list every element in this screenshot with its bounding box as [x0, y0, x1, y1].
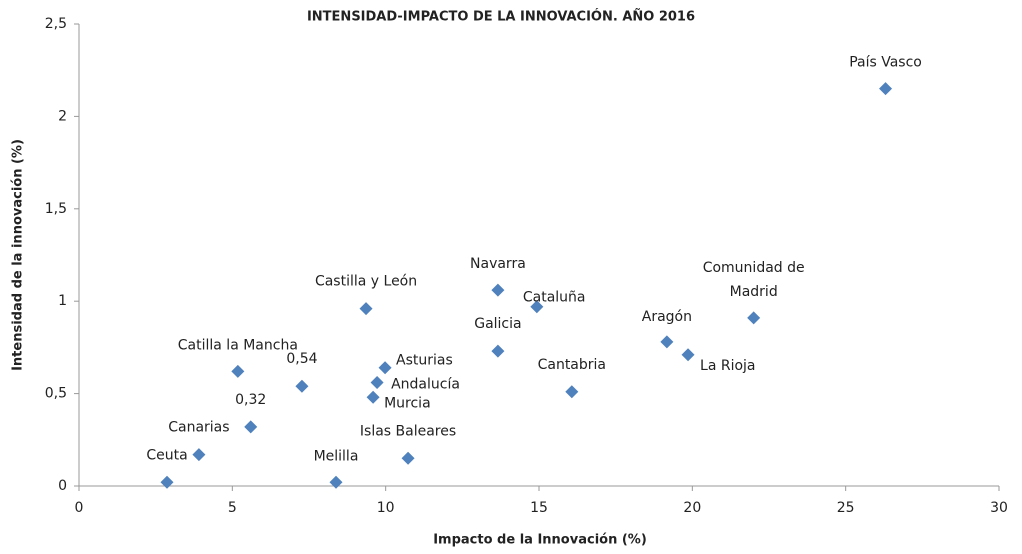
point-label: País Vasco: [849, 55, 922, 71]
point: [747, 311, 761, 325]
x-tick-label: 30: [990, 500, 1008, 516]
point: [401, 451, 415, 465]
y-tick-label: 0: [58, 478, 67, 494]
point-label: Galicia: [474, 316, 521, 332]
point-label: 0,54: [286, 351, 317, 367]
point-label: Aragón: [642, 309, 692, 325]
x-axis-title: Impacto de la Innovación (%): [433, 533, 647, 548]
point: [366, 390, 380, 404]
point-label: Castilla y León: [315, 274, 417, 290]
point: [192, 448, 206, 462]
point: [491, 344, 505, 358]
point-label: Ceuta: [146, 447, 187, 463]
y-tick-label: 1: [58, 293, 67, 309]
y-tick-label: 2: [58, 108, 67, 124]
x-tick-label: 25: [837, 500, 855, 516]
point-label: 0,32: [235, 392, 266, 408]
y-axis-title: Intensidad de la innovación (%): [11, 139, 26, 371]
y-tick-label: 1,5: [45, 201, 67, 217]
point: [378, 361, 392, 375]
point-label: Canarias: [168, 420, 229, 436]
point: [160, 475, 174, 489]
point: [681, 348, 695, 362]
point-label: La Rioja: [700, 358, 755, 374]
y-tick-label: 2,5: [45, 16, 67, 32]
point: [295, 379, 309, 393]
point-label: Melilla: [314, 448, 359, 464]
point-label: Islas Baleares: [360, 423, 456, 439]
point: [359, 302, 373, 316]
point-label: Navarra: [470, 256, 526, 272]
point-label: Cantabria: [538, 357, 606, 373]
point-label: Andalucía: [391, 377, 460, 393]
x-tick-label: 5: [228, 500, 237, 516]
point-label: Comunidad de: [703, 260, 805, 276]
point-label: Murcia: [384, 395, 431, 411]
point-label: Catilla la Mancha: [178, 337, 298, 353]
x-tick-label: 10: [377, 500, 395, 516]
point: [879, 82, 893, 96]
point-label: Cataluña: [523, 290, 586, 306]
point: [530, 300, 544, 314]
x-tick-label: 0: [75, 500, 84, 516]
point-label: Asturias: [396, 353, 453, 369]
point: [565, 385, 579, 399]
y-tick-label: 0,5: [45, 386, 67, 402]
point: [491, 283, 505, 297]
point: [231, 364, 245, 378]
x-tick-label: 15: [530, 500, 548, 516]
chart-title: INTENSIDAD-IMPACTO DE LA INNOVACIÓN. AÑO…: [307, 9, 695, 25]
point: [370, 376, 384, 390]
x-tick-label: 20: [683, 500, 701, 516]
point: [660, 335, 674, 349]
point: [244, 420, 258, 434]
point: [329, 475, 343, 489]
point-label: Madrid: [730, 284, 778, 300]
